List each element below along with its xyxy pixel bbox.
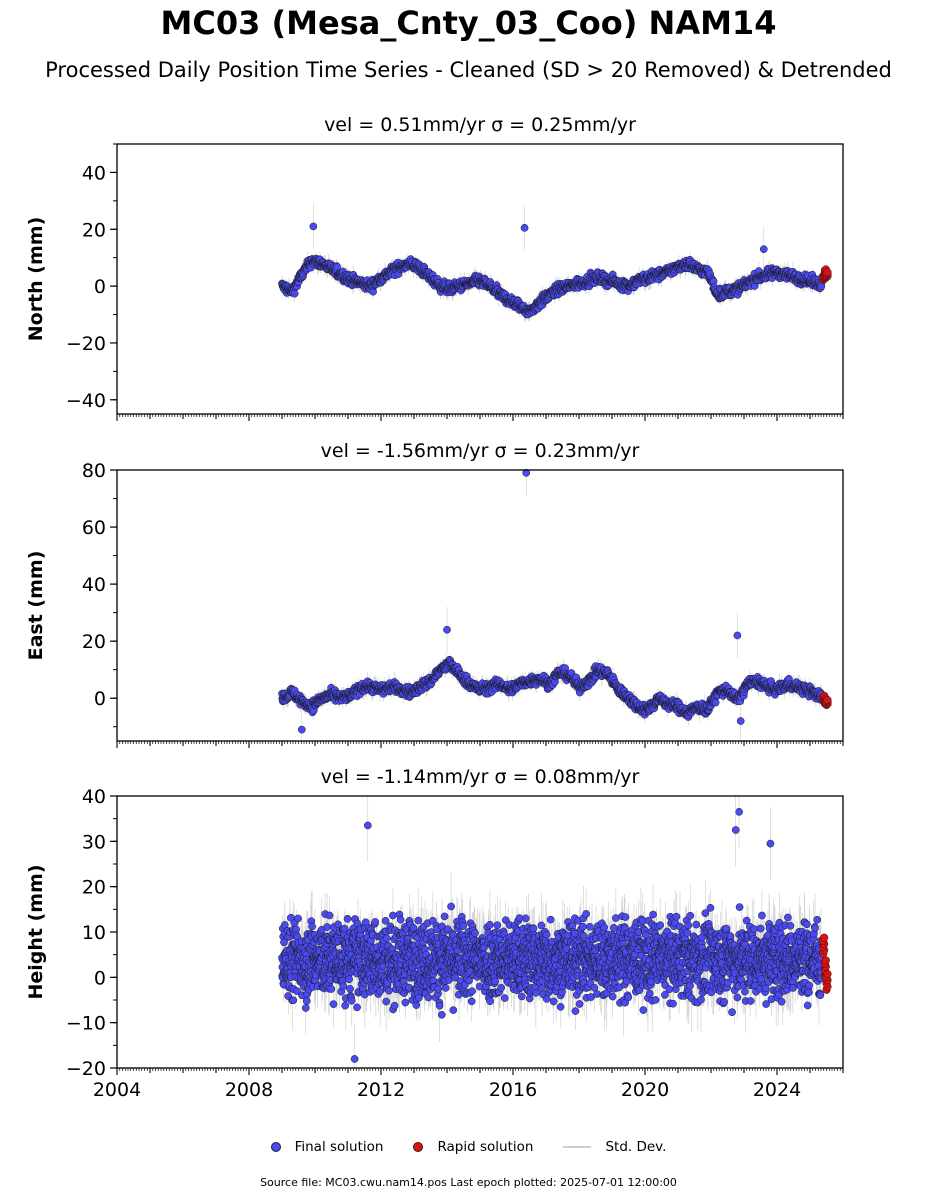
y-tick-label: 60 (82, 517, 106, 539)
y-tick-label: −40 (66, 390, 106, 412)
final-solution-points (278, 469, 826, 741)
chart-subtitle: Processed Daily Position Time Series - C… (45, 58, 892, 82)
rapid-point (823, 268, 832, 277)
final-point-outlier (520, 223, 529, 232)
final-point-outlier (759, 245, 768, 254)
panel-title: vel = -1.14mm/yr σ = 0.08mm/yr (321, 766, 640, 788)
rapid-solution-points (819, 691, 832, 710)
panel-2: vel = -1.56mm/yr σ = 0.23mm/yr East (mm) 0… (25, 440, 844, 748)
y-tick-label: 80 (82, 460, 106, 482)
y-tick-label: 0 (94, 688, 106, 710)
y-axis-label: East (mm) (25, 551, 47, 661)
final-point-outlier (309, 222, 318, 231)
y-tick-label: 40 (82, 162, 106, 184)
y-tick-label: 20 (82, 631, 106, 653)
panel-title: vel = 0.51mm/yr σ = 0.25mm/yr (324, 114, 636, 136)
panel-title: vel = -1.56mm/yr σ = 0.23mm/yr (321, 440, 640, 462)
panel-3: vel = -1.14mm/yr σ = 0.08mm/yr Height (mm… (25, 766, 844, 1101)
y-tick-label: 0 (94, 276, 106, 298)
y-axis-label: Height (mm) (25, 864, 47, 999)
final-point-outlier (736, 717, 745, 725)
rapid-point (823, 695, 832, 705)
final-point-outlier (443, 625, 451, 634)
final-point-outlier (297, 725, 306, 734)
y-tick-label: 40 (82, 574, 106, 596)
chart-title: MC03 (Mesa_Cnty_03_Coo) NAM14 (160, 4, 777, 42)
y-tick-label: −20 (66, 333, 106, 355)
y-axis-label: North (mm) (25, 217, 47, 342)
final-point-outlier (733, 631, 742, 640)
y-tick-label: 20 (82, 219, 106, 241)
final-point (711, 698, 720, 707)
final-solution-points (278, 203, 826, 319)
final-point (290, 289, 299, 298)
rapid-solution-points (819, 265, 832, 285)
final-point (333, 263, 341, 271)
